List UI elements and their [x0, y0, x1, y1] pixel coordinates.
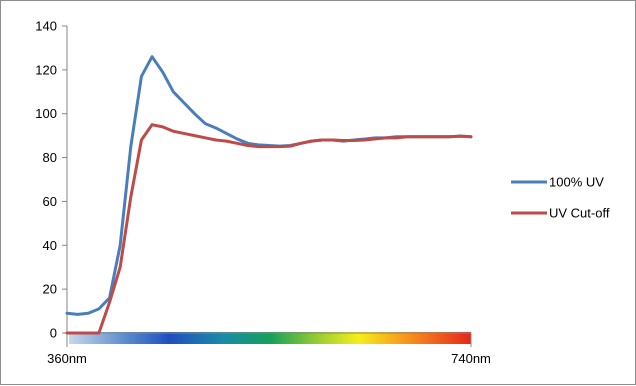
- y-tick-label: 120: [35, 62, 57, 77]
- y-tick-label: 20: [43, 282, 57, 297]
- y-tick-label: 40: [43, 238, 57, 253]
- legend: 100% UV UV Cut-off: [511, 175, 610, 221]
- y-tick-label: 140: [35, 19, 57, 34]
- x-tick-label: 360nm: [47, 351, 87, 366]
- y-tick-label: 100: [35, 106, 57, 121]
- series-line-uv-100: [65, 55, 473, 316]
- x-tick-label: 740nm: [451, 351, 491, 366]
- y-tick-label: 80: [43, 150, 57, 165]
- x-axis: 360nm 740nm: [47, 332, 491, 366]
- y-axis: 0 20 40 60 80 100 120 140: [35, 19, 68, 341]
- legend-label: UV Cut-off: [549, 206, 610, 221]
- legend-label: 100% UV: [549, 175, 604, 190]
- spectrum-bar: [69, 332, 471, 344]
- y-tick-label: 0: [50, 326, 57, 341]
- y-tick-label: 60: [43, 194, 57, 209]
- series-lines: [65, 55, 473, 335]
- series-line-uv-cutoff: [65, 123, 473, 335]
